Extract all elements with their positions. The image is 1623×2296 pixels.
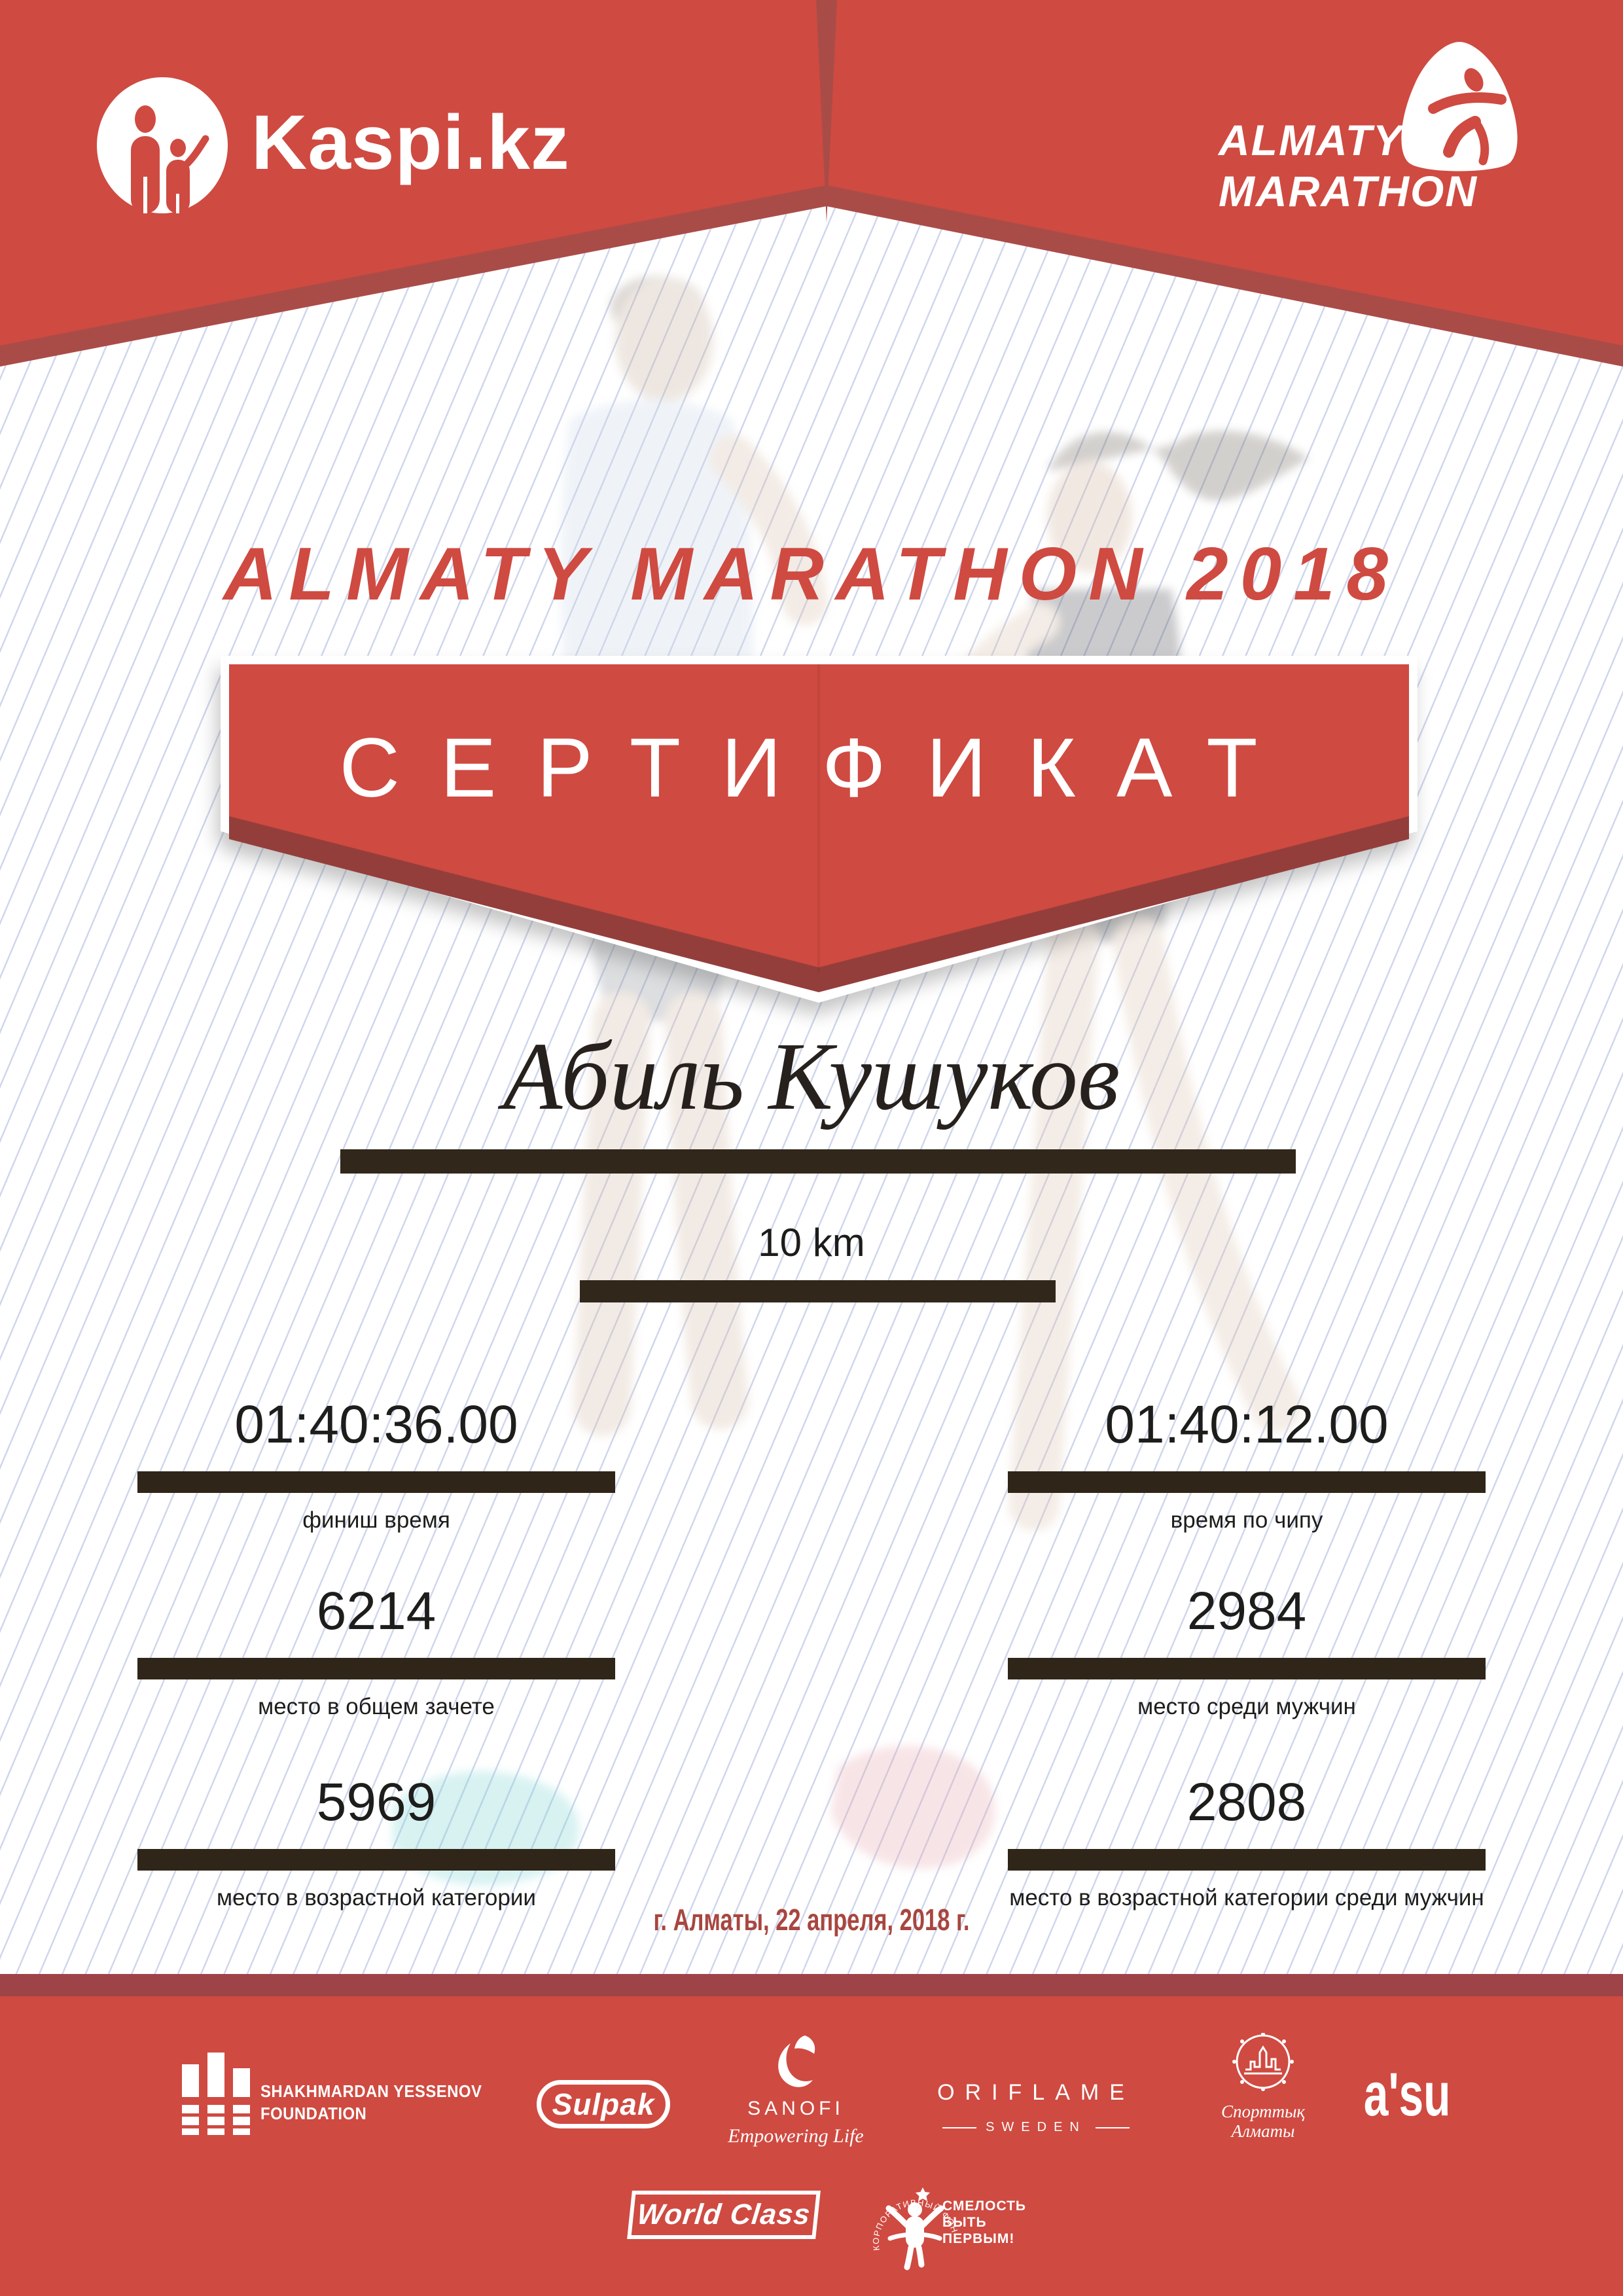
- oriflame-sweden: SWEDEN: [919, 2120, 1152, 2135]
- footer-accent-strip: [0, 1974, 1623, 1996]
- asu-text: a'su: [1363, 2060, 1451, 2128]
- stat-underline: [1008, 1849, 1486, 1871]
- sport-almaty-text1: Спорттық: [1221, 2102, 1306, 2121]
- distance-underline: [580, 1280, 1056, 1302]
- event-title: ALMATY MARATHON 2018: [223, 533, 1400, 616]
- stat-label: финиш время: [302, 1507, 450, 1533]
- stat-underline: [1008, 1658, 1486, 1679]
- stat-value: 6214: [316, 1581, 437, 1641]
- yessenov-line1: SHAKHMARDAN YESSENOV: [260, 2081, 482, 2101]
- yessenov-line2: FOUNDATION: [260, 2104, 367, 2123]
- stat-overall-place: 6214 место в общем зачете: [137, 1585, 615, 1720]
- participant-name: Абиль Кушуков: [503, 1023, 1120, 1130]
- rule-line: [1095, 2126, 1130, 2128]
- almaty-marathon-logo: ALMATY MARATHON: [1204, 26, 1544, 229]
- oriflame-logo: ORIFLAME SWEDEN: [919, 2080, 1152, 2135]
- sanofi-tagline: Empowering Life: [728, 2125, 864, 2147]
- sanofi-text: SANOFI: [747, 2098, 844, 2119]
- certificate-ribbon: СЕРТИФИКАТ: [221, 656, 1418, 1003]
- stat-age-category-place: 5969 место в возрастной категории: [137, 1776, 615, 1911]
- asu-logo: a'su: [1347, 2059, 1465, 2130]
- yessenov-foundation-logo: SHAKHMARDAN YESSENOV FOUNDATION: [260, 2080, 482, 2125]
- stat-label: время по чипу: [1170, 1507, 1323, 1533]
- kaspi-logo: Kaspi.kz: [97, 77, 569, 221]
- stat-finish-time: 01:40:36.00 финиш время: [137, 1398, 615, 1534]
- almaty-logo-line2: MARATHON: [1219, 167, 1478, 215]
- world-class-text: World Class: [635, 2198, 812, 2231]
- stat-value: 2984: [1186, 1581, 1307, 1641]
- rule-line: [942, 2126, 977, 2128]
- name-underline: [340, 1149, 1296, 1174]
- oriflame-text: ORIFLAME: [937, 2080, 1135, 2105]
- stat-value: 01:40:12.00: [1105, 1395, 1389, 1454]
- stat-underline: [137, 1471, 615, 1493]
- stat-place-among-men: 2984 место среди мужчин: [1008, 1585, 1486, 1720]
- stat-age-category-place-men: 2808 место в возрастной категории среди …: [1008, 1776, 1486, 1911]
- sulpak-logo: Sulpak: [537, 2080, 670, 2128]
- sanofi-bird-icon: [778, 2036, 815, 2087]
- stat-value: 5969: [316, 1772, 437, 1832]
- stat-label: место среди мужчин: [1137, 1694, 1356, 1719]
- certificate-label: СЕРТИФИКАТ: [339, 721, 1298, 815]
- almaty-runner-icon: [1401, 42, 1518, 171]
- world-class-logo: World Class: [627, 2191, 821, 2239]
- stat-underline: [137, 1849, 615, 1871]
- kaspi-figures-icon: [97, 77, 228, 213]
- fond-slogan: СМЕЛОСТЬ БЫТЬ ПЕРВЫМ!: [942, 2198, 1027, 2246]
- almaty-logo-line1: ALMATY: [1219, 116, 1404, 164]
- fond-runner-icon: КОРПОРАТИВНЫЙ ФОНД: [857, 2173, 959, 2270]
- top-banner: [0, 0, 1623, 367]
- stat-label: место в общем зачете: [258, 1694, 495, 1719]
- stat-value: 01:40:36.00: [234, 1395, 518, 1454]
- sulpak-text: Sulpak: [552, 2087, 655, 2121]
- sport-almaty-logo: Спорттық Алматы: [1204, 2032, 1322, 2141]
- distance-value: 10 km: [758, 1221, 865, 1265]
- sport-almaty-emblem-icon: [1232, 2032, 1294, 2091]
- stat-chip-time: 01:40:12.00 время по чипу: [1008, 1398, 1486, 1534]
- stat-value: 2808: [1186, 1772, 1307, 1832]
- stat-label: место в возрастной категории: [217, 1885, 536, 1910]
- stat-underline: [137, 1658, 615, 1679]
- sport-almaty-text2: Алматы: [1231, 2121, 1295, 2141]
- stat-label: место в возрастной категории среди мужчи…: [1009, 1885, 1484, 1910]
- date-location: г. Алматы, 22 апреля, 2018 г.: [653, 1903, 970, 1937]
- sponsor-footer: SHAKHMARDAN YESSENOV FOUNDATION Sulpak S…: [0, 1996, 1623, 2296]
- stat-underline: [1008, 1471, 1486, 1493]
- sanofi-logo: SANOFI Empowering Life: [725, 2033, 866, 2147]
- kaspi-logo-text: Kaspi.kz: [251, 99, 570, 186]
- yessenov-bars-icon: [182, 2053, 250, 2135]
